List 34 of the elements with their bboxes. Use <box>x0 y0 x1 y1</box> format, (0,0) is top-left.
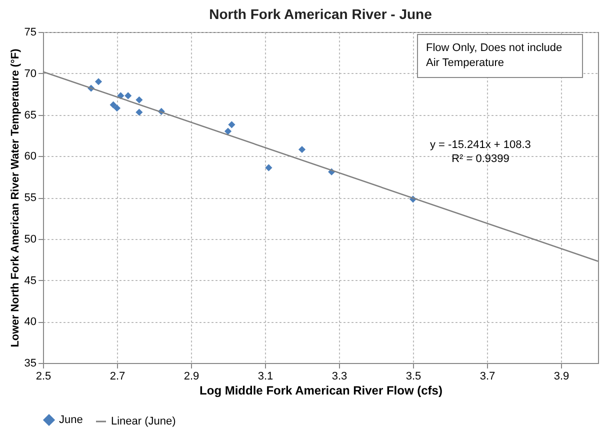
y-tick-label: 65 <box>24 109 36 122</box>
y-axis-title: Lower North Fork American River Water Temperature (°F) <box>9 48 22 348</box>
annotation: Flow Only, Does not include Air Temperature <box>417 34 583 78</box>
point <box>224 128 232 135</box>
x-tick-label: 3.7 <box>480 370 496 382</box>
chart-title: North Fork American River - June <box>209 6 432 22</box>
x-tick-label: 3.3 <box>332 370 348 382</box>
point <box>265 164 272 172</box>
legend-label: June <box>59 414 83 426</box>
point <box>110 101 117 108</box>
point <box>94 78 102 86</box>
annotation: y = -15.241x + 108.3 R² = 0.9399 <box>430 138 531 166</box>
point <box>124 92 132 100</box>
x-tick-label: 3.9 <box>554 370 570 382</box>
y-tick-label: 60 <box>24 150 36 163</box>
y-tick-label: 45 <box>24 274 36 287</box>
y-tick-label: 70 <box>24 68 36 80</box>
x-tick-label: 3.5 <box>406 370 422 382</box>
y-tick-label: 35 <box>24 358 36 370</box>
point <box>298 146 306 154</box>
x-tick-label: 2.7 <box>110 370 126 382</box>
y-tick-label: 55 <box>24 192 36 204</box>
x-axis-title: Log Middle Fork American River Flow (cfs) <box>200 384 442 398</box>
point <box>136 108 143 116</box>
point <box>228 121 236 128</box>
y-tick-label: 40 <box>24 316 36 328</box>
legend-label: Linear (June) <box>111 416 176 428</box>
x-tick-label: 2.9 <box>184 370 200 382</box>
point <box>136 96 143 104</box>
x-tick-label: 2.5 <box>36 370 52 382</box>
x-tick-label: 3.1 <box>258 370 274 382</box>
y-tick-label: 50 <box>24 233 36 246</box>
y-tick-label: 75 <box>24 26 36 38</box>
point <box>113 104 121 112</box>
